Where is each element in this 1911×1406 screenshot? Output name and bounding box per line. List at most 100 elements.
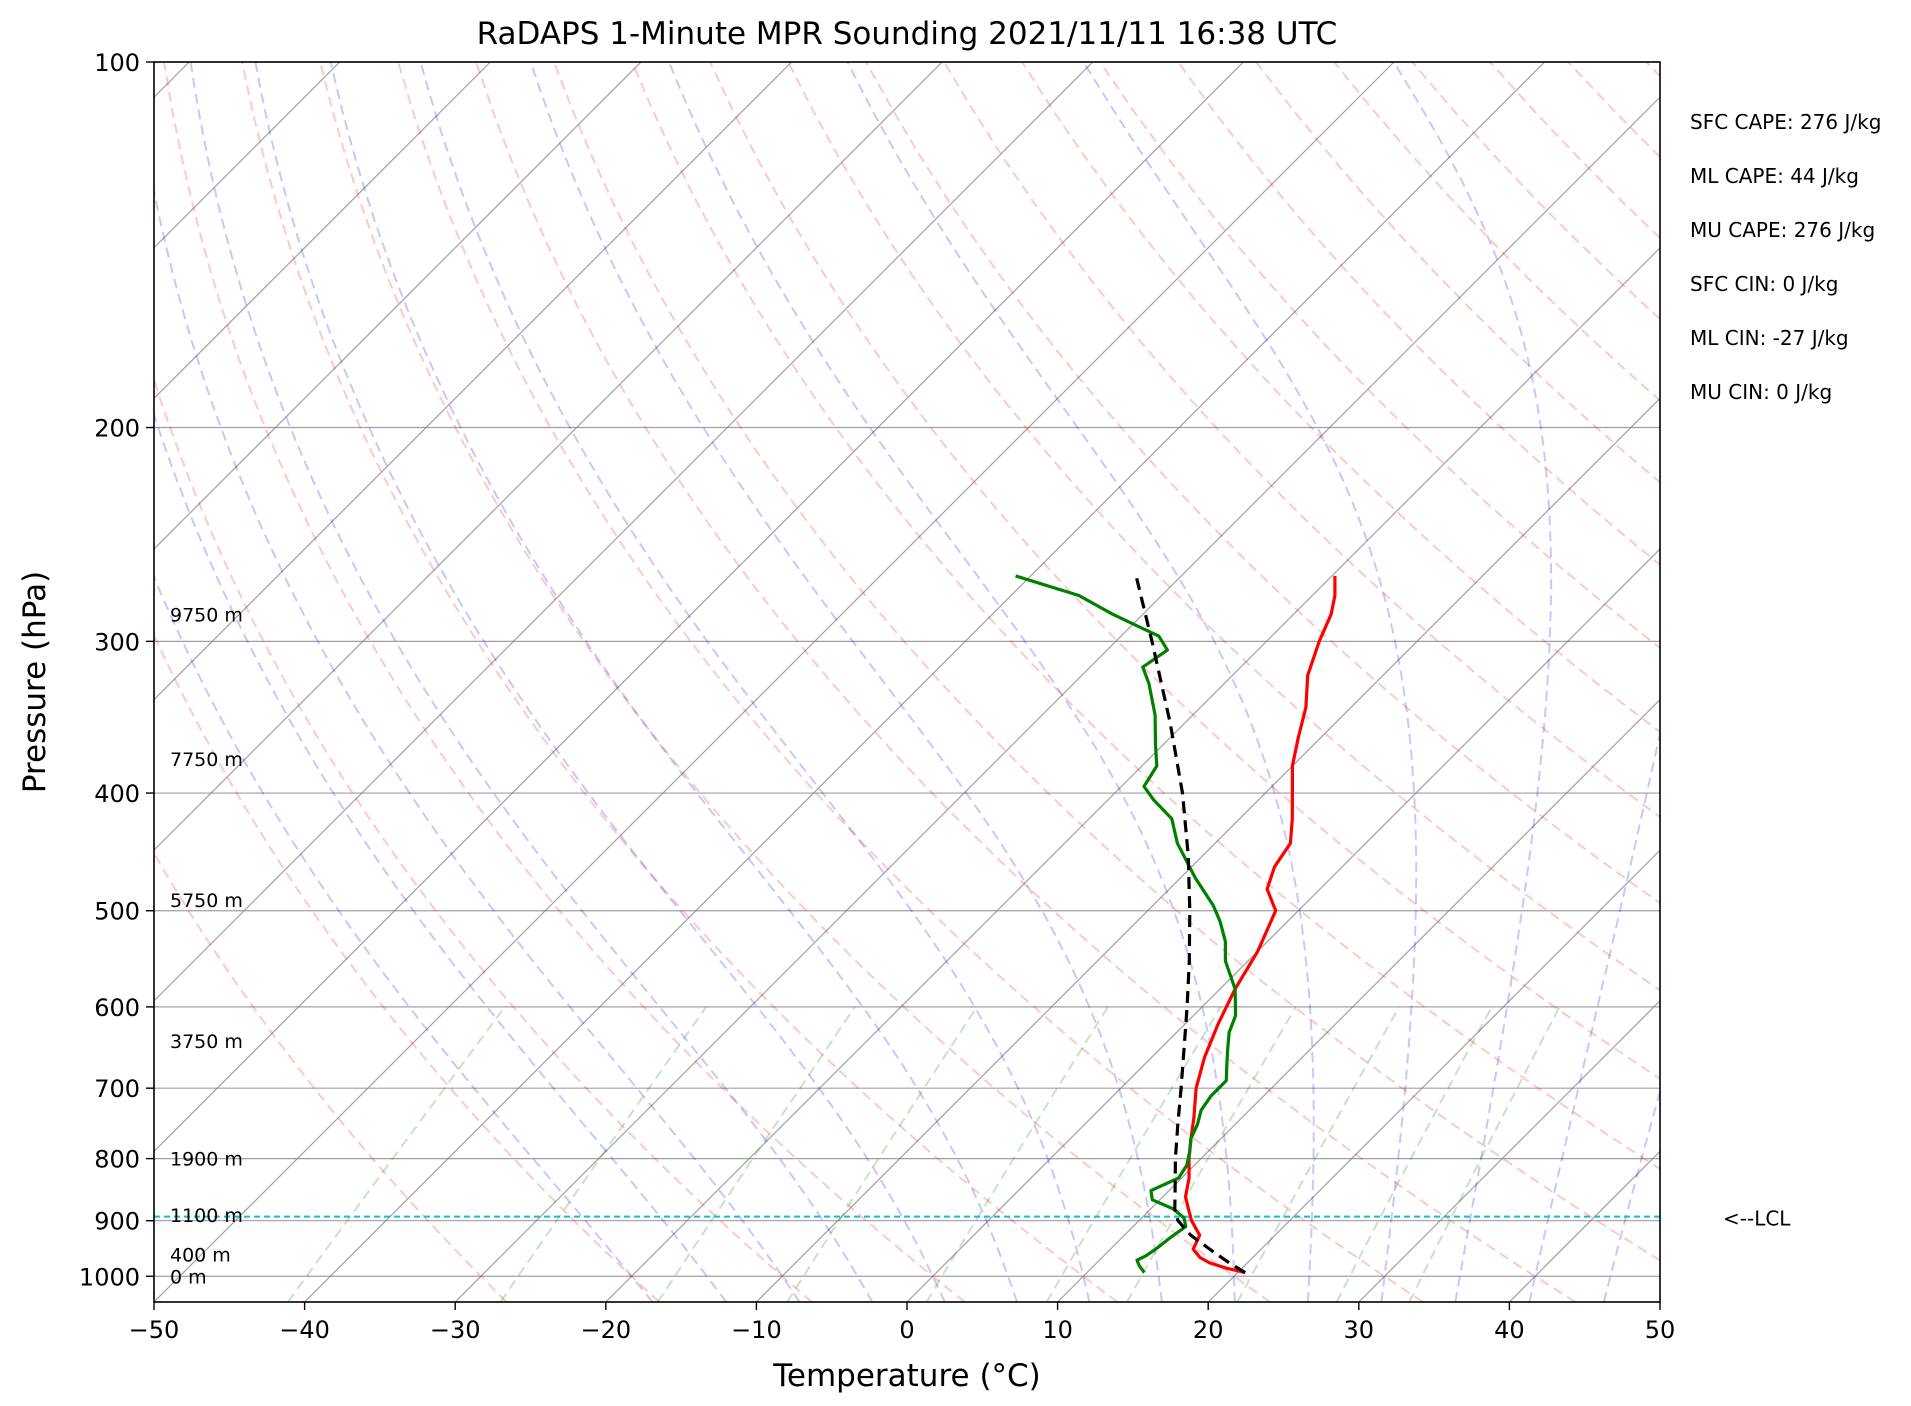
dry-adiabat-line	[154, 376, 813, 1302]
x-axis: −50 −40 −30 −20 −10 0 10 20 30 40 50	[129, 1302, 1676, 1344]
x-tick-label: 10	[1042, 1316, 1073, 1344]
dry-adiabat-line	[163, 62, 966, 1302]
isotherm-line	[154, 62, 1244, 1153]
moist-adiabat-line	[189, 62, 874, 1302]
mixing-ratio-line	[1236, 1006, 1400, 1302]
dry-adiabat-line	[154, 851, 508, 1302]
x-tick-label: −10	[731, 1316, 782, 1344]
x-tick-label: −50	[129, 1316, 180, 1344]
y-tick-label: 200	[94, 415, 140, 443]
parcel-line	[1134, 575, 1247, 1274]
stat-text: SFC CIN: 0 J/kg	[1690, 272, 1838, 296]
x-tick-label: 50	[1645, 1316, 1676, 1344]
moist-adiabat-line	[668, 62, 1236, 1302]
sounding-series	[154, 574, 1660, 1275]
mixing-ratio-line	[656, 1006, 856, 1302]
dry-adiabat-line	[319, 62, 1271, 1302]
x-axis-label: Temperature (°C)	[772, 1358, 1041, 1394]
y-tick-label: 800	[94, 1146, 140, 1174]
moist-adiabat-line	[154, 574, 654, 1302]
isotherm-line	[1811, 62, 1911, 1302]
dry-adiabat-line	[475, 62, 1577, 1302]
isotherm-line	[906, 548, 1660, 1302]
stat-text: ML CAPE: 44 J/kg	[1690, 164, 1859, 188]
dry-adiabat-line	[1645, 62, 1660, 78]
y-tick-label: 300	[94, 628, 140, 656]
y-tick-label: 100	[94, 49, 140, 77]
moist-adiabat-line	[846, 62, 1315, 1302]
stat-text: SFC CAPE: 276 J/kg	[1690, 110, 1881, 134]
x-tick-label: −40	[279, 1316, 330, 1344]
dry-adiabat-line	[631, 62, 1660, 1170]
chart-title: RaDAPS 1-Minute MPR Sounding 2021/11/11 …	[477, 16, 1338, 52]
y-tick-label: 400	[94, 780, 140, 808]
y-tick-label: 700	[94, 1075, 140, 1103]
x-tick-label: 0	[899, 1316, 914, 1344]
moist-adiabat-line	[419, 62, 1091, 1302]
mixing-ratio-line	[499, 1006, 708, 1302]
x-tick-label: −20	[580, 1316, 631, 1344]
dry-adiabat-line	[1567, 62, 1660, 159]
isotherm-line	[605, 246, 1660, 1302]
height-label: 5750 m	[170, 890, 243, 912]
moist-adiabat-line	[254, 62, 946, 1302]
x-tick-label: 20	[1193, 1316, 1224, 1344]
mixing-ratio-line	[287, 1006, 506, 1302]
moist-adiabat-line	[1392, 62, 1553, 1302]
isotherm-line	[1207, 849, 1660, 1302]
moist-adiabat-line	[329, 62, 1018, 1302]
y-tick-label: 600	[94, 994, 140, 1022]
isotherm-line	[1659, 1301, 1660, 1302]
temperature-line	[1183, 575, 1337, 1275]
mixing-ratio-line	[786, 1006, 978, 1302]
dry-adiabat-line	[943, 62, 1660, 819]
isotherm-line	[1057, 698, 1660, 1302]
height-label: 3750 m	[170, 1031, 243, 1053]
plot-area	[154, 62, 1911, 1302]
dry-adiabat-line	[1177, 62, 1660, 567]
mixing-ratio-line	[1335, 1006, 1493, 1302]
y-tick-label: 1000	[79, 1263, 140, 1291]
stats-panel: SFC CAPE: 276 J/kg ML CAPE: 44 J/kg MU CAP…	[1690, 110, 1881, 404]
height-label: 1100 m	[170, 1205, 243, 1227]
dry-adiabat-line	[1411, 62, 1660, 321]
isotherm-line	[154, 62, 793, 701]
stat-text: MU CAPE: 276 J/kg	[1690, 218, 1875, 242]
isotherm-line	[1508, 1150, 1660, 1302]
mixing-ratio-line	[1126, 1006, 1297, 1302]
height-label: 1900 m	[170, 1149, 243, 1171]
isotherm-line	[154, 62, 1094, 1002]
reference-lines	[154, 62, 1660, 1302]
dry-adiabat-line	[553, 62, 1660, 1262]
isotherm-line	[304, 62, 1546, 1302]
moist-adiabat-line	[1528, 728, 1660, 1302]
dry-adiabat-line	[1489, 62, 1660, 240]
dry-adiabat-line	[1333, 62, 1660, 402]
height-label: 7750 m	[170, 749, 243, 771]
dry-adiabat-line	[787, 62, 1660, 992]
y-tick-label: 500	[94, 898, 140, 926]
moist-adiabat-line	[529, 62, 1163, 1302]
grid	[154, 62, 1911, 1302]
mixing-ratio-line	[925, 1006, 1109, 1302]
lcl-label: <--LCL	[1723, 1207, 1791, 1231]
y-tick-label: 900	[94, 1208, 140, 1236]
stat-text: MU CIN: 0 J/kg	[1690, 380, 1832, 404]
x-tick-label: 30	[1344, 1316, 1375, 1344]
stat-text: ML CIN: -27 J/kg	[1690, 326, 1849, 350]
mixing-ratio-line	[1408, 1006, 1561, 1302]
y-axis-label: Pressure (hPa)	[17, 571, 53, 793]
mixing-ratio-line	[1045, 1006, 1222, 1302]
isotherm-line	[1358, 999, 1660, 1302]
moist-adiabat-line	[1602, 1087, 1660, 1302]
moist-adiabat-line	[1082, 62, 1418, 1302]
isotherm-line	[154, 62, 943, 852]
isotherm-line	[154, 62, 642, 550]
dry-adiabat-line	[1099, 62, 1660, 650]
y-axis: 100 200 300 400 500 600 700 800 900 1000	[79, 49, 154, 1291]
isotherm-line	[454, 96, 1660, 1302]
dewpoint-line	[1015, 574, 1238, 1274]
isotherm-line	[154, 62, 491, 400]
height-label: 9750 m	[170, 604, 243, 626]
